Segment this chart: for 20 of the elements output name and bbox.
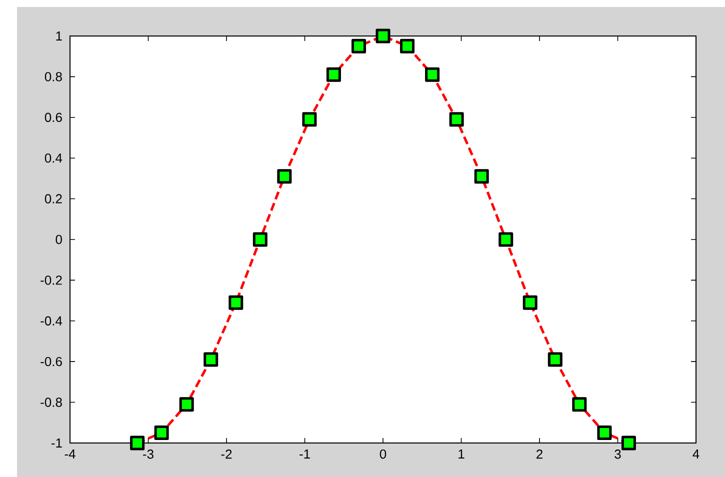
y-tick-label: -1 bbox=[51, 438, 62, 448]
x-tick-label: 1 bbox=[458, 450, 464, 458]
x-tick-label: -4 bbox=[64, 450, 76, 458]
y-tick-label: -0.2 bbox=[40, 276, 62, 285]
y-tick-label: 0.8 bbox=[44, 72, 62, 82]
x-tick-label: -1 bbox=[300, 450, 310, 458]
y-tick-label: 0 bbox=[56, 234, 62, 244]
x-tick-label: 4 bbox=[692, 450, 700, 458]
y-tick-label: -0.6 bbox=[40, 356, 62, 366]
x-tick-label: 2 bbox=[536, 450, 542, 459]
x-tick-label: 0 bbox=[380, 450, 386, 459]
y-tick-label: 0.4 bbox=[44, 153, 62, 163]
y-tick-label: 1 bbox=[56, 32, 62, 40]
x-tick-label: -3 bbox=[143, 450, 154, 459]
y-tick-label: -0.4 bbox=[40, 316, 62, 326]
y-tick-label: 0.6 bbox=[44, 112, 62, 122]
y-tick-label: 0.2 bbox=[44, 194, 62, 204]
x-tick-label: -2 bbox=[221, 450, 232, 459]
y-tick-label: -0.8 bbox=[40, 398, 62, 407]
x-tick-label: 3 bbox=[614, 450, 621, 459]
